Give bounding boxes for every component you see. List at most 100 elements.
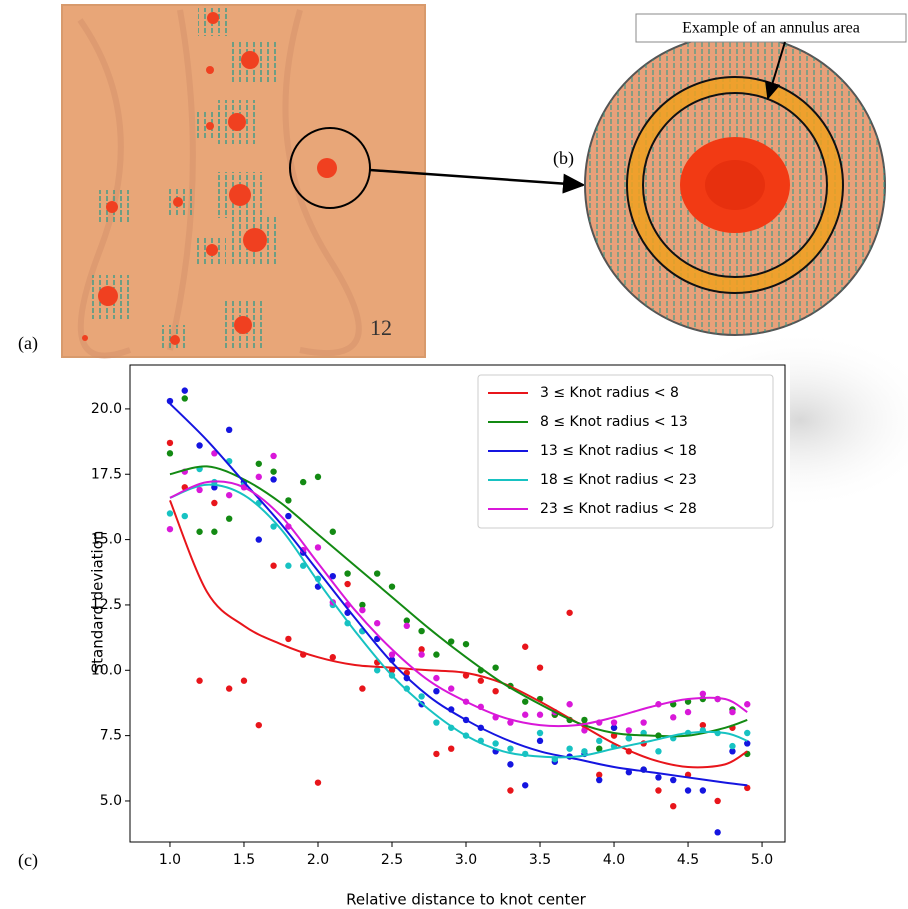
- point: [699, 721, 707, 729]
- fit-line: [169, 480, 748, 728]
- point: [566, 745, 573, 752]
- point: [729, 708, 736, 716]
- point: [285, 562, 292, 569]
- fit-line: [169, 402, 748, 787]
- point: [344, 580, 351, 588]
- point: [744, 701, 751, 708]
- point: [507, 761, 514, 768]
- point: [211, 450, 218, 457]
- point: [418, 646, 425, 653]
- point: [522, 643, 529, 650]
- point: [433, 750, 440, 758]
- point: [596, 771, 603, 779]
- annotation: Example of an annulus area: [682, 20, 860, 37]
- point: [714, 829, 721, 836]
- point: [522, 782, 529, 789]
- point: [670, 714, 677, 721]
- point: [373, 620, 381, 627]
- point: [684, 708, 692, 716]
- fit-line: [169, 465, 748, 738]
- point: [314, 779, 322, 786]
- point: [448, 745, 455, 752]
- point: [329, 528, 336, 535]
- point: [196, 486, 203, 494]
- point: [744, 784, 751, 792]
- point: [285, 512, 292, 520]
- x-tick-label: 4.0: [603, 852, 625, 868]
- point: [477, 677, 485, 684]
- point: [418, 627, 425, 635]
- point: [492, 740, 499, 747]
- point: [418, 693, 425, 700]
- x-tick-label: 1.0: [159, 852, 181, 868]
- point: [536, 737, 544, 745]
- y-tick-label: 10.0: [91, 662, 122, 678]
- panel-label: (c): [18, 850, 38, 871]
- point: [211, 528, 218, 535]
- point: [507, 745, 514, 752]
- x-tick-label: 1.5: [233, 852, 255, 868]
- legend-label: 3 ≤ Knot radius < 8: [540, 385, 679, 401]
- legend-label: 18 ≤ Knot radius < 23: [540, 472, 697, 488]
- annotation-arrow: [764, 41, 786, 100]
- point: [388, 583, 396, 590]
- point: [536, 711, 544, 718]
- point: [314, 473, 322, 481]
- point: [388, 651, 396, 658]
- point: [270, 476, 277, 483]
- point: [655, 787, 662, 794]
- point: [403, 622, 411, 630]
- point: [448, 638, 455, 645]
- x-tick-label: 3.5: [529, 852, 551, 868]
- point: [270, 523, 277, 530]
- fit-line: [169, 483, 748, 759]
- point: [610, 719, 618, 726]
- point: [270, 452, 277, 460]
- legend-box: [477, 374, 774, 529]
- point: [299, 562, 307, 569]
- y-tick-label: 17.5: [91, 466, 122, 482]
- point: [225, 515, 233, 522]
- photo-b: [584, 34, 886, 336]
- point: [255, 473, 262, 481]
- point: [166, 450, 174, 457]
- point: [596, 745, 603, 752]
- point: [699, 787, 707, 794]
- point: [492, 664, 499, 671]
- point: [166, 510, 174, 517]
- fit-line: [169, 500, 748, 769]
- arrow: [369, 168, 586, 194]
- point: [166, 439, 174, 447]
- point: [403, 617, 411, 624]
- point: [196, 528, 203, 535]
- point: [344, 570, 351, 577]
- point: [255, 460, 262, 467]
- point: [225, 426, 233, 434]
- point: [655, 774, 662, 781]
- y-tick-label: 20.0: [91, 401, 122, 417]
- annotation-box: [635, 13, 907, 43]
- x-axis-label: Relative distance to knot center: [346, 891, 587, 909]
- point: [211, 499, 218, 507]
- point: [329, 654, 336, 661]
- point: [359, 601, 366, 609]
- point: [492, 687, 499, 695]
- point: [433, 719, 440, 726]
- legend-label: 13 ≤ Knot radius < 18: [540, 443, 697, 459]
- x-tick-label: 4.5: [677, 852, 699, 868]
- point: [329, 572, 336, 580]
- point: [270, 562, 277, 569]
- point: [314, 544, 322, 551]
- point: [670, 802, 677, 810]
- point: [610, 724, 618, 731]
- point: [433, 687, 440, 695]
- point: [640, 719, 647, 726]
- point: [566, 609, 573, 616]
- point: [403, 685, 411, 692]
- point: [448, 685, 455, 692]
- point: [536, 729, 544, 737]
- point: [285, 635, 292, 643]
- point: [359, 685, 366, 692]
- point: [166, 525, 174, 533]
- point: [625, 727, 633, 734]
